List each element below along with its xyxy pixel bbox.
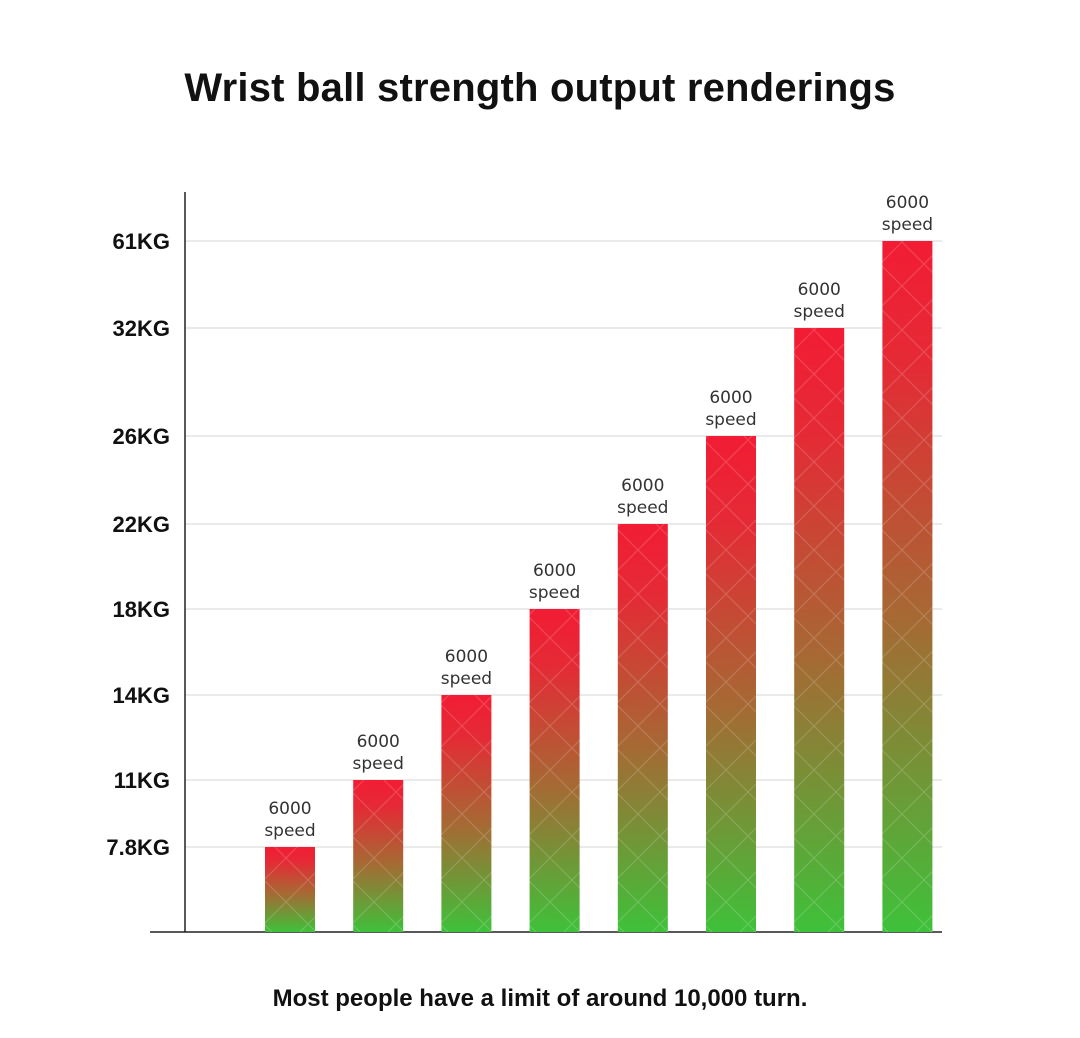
bar-texture: [441, 695, 492, 932]
y-tick-label: 26KG: [113, 424, 170, 449]
bars: [265, 241, 933, 932]
chart-title: Wrist ball strength output renderings: [184, 66, 896, 110]
y-tick-label: 14KG: [113, 683, 170, 708]
bar-labels: 6000speed6000speed6000speed6000speed6000…: [264, 193, 933, 841]
bar-texture: [882, 241, 933, 932]
bar-data-label: 6000: [445, 647, 488, 667]
bar-texture: [706, 436, 756, 932]
bar-data-label: speed: [794, 302, 845, 322]
bar-data-label: 6000: [621, 476, 664, 496]
y-tick-label: 11KG: [114, 768, 170, 793]
bar-data-label: speed: [441, 669, 492, 689]
bar-data-label: 6000: [268, 799, 311, 819]
bar-data-label: 6000: [709, 388, 752, 408]
y-tick-label: 22KG: [113, 512, 170, 537]
bar-data-label: speed: [617, 498, 668, 518]
bar-data-label: 6000: [357, 732, 400, 752]
bar-texture: [265, 847, 315, 932]
bar-texture: [794, 328, 845, 932]
y-tick-label: 7.8KG: [106, 835, 170, 860]
y-tick-label: 18KG: [113, 597, 170, 622]
footnote: Most people have a limit of around 10,00…: [272, 985, 808, 1012]
y-tick-label: 32KG: [113, 316, 170, 341]
bar-texture: [529, 609, 580, 932]
y-tick-labels: 7.8KG 11KG 14KG 18KG 22KG 26KG 32KG 61KG: [106, 229, 170, 860]
bar-data-label: 6000: [798, 280, 841, 300]
bar-data-label: 6000: [533, 561, 576, 581]
y-tick-label: 61KG: [113, 229, 170, 254]
bar-data-label: speed: [353, 754, 404, 774]
bar-data-label: speed: [705, 410, 756, 430]
bar-data-label: speed: [264, 821, 315, 841]
bar-texture: [353, 780, 404, 932]
bar-data-label: 6000: [886, 193, 929, 213]
bar-texture: [617, 524, 668, 932]
bar-data-label: speed: [529, 583, 580, 603]
bar-data-label: speed: [882, 215, 933, 235]
